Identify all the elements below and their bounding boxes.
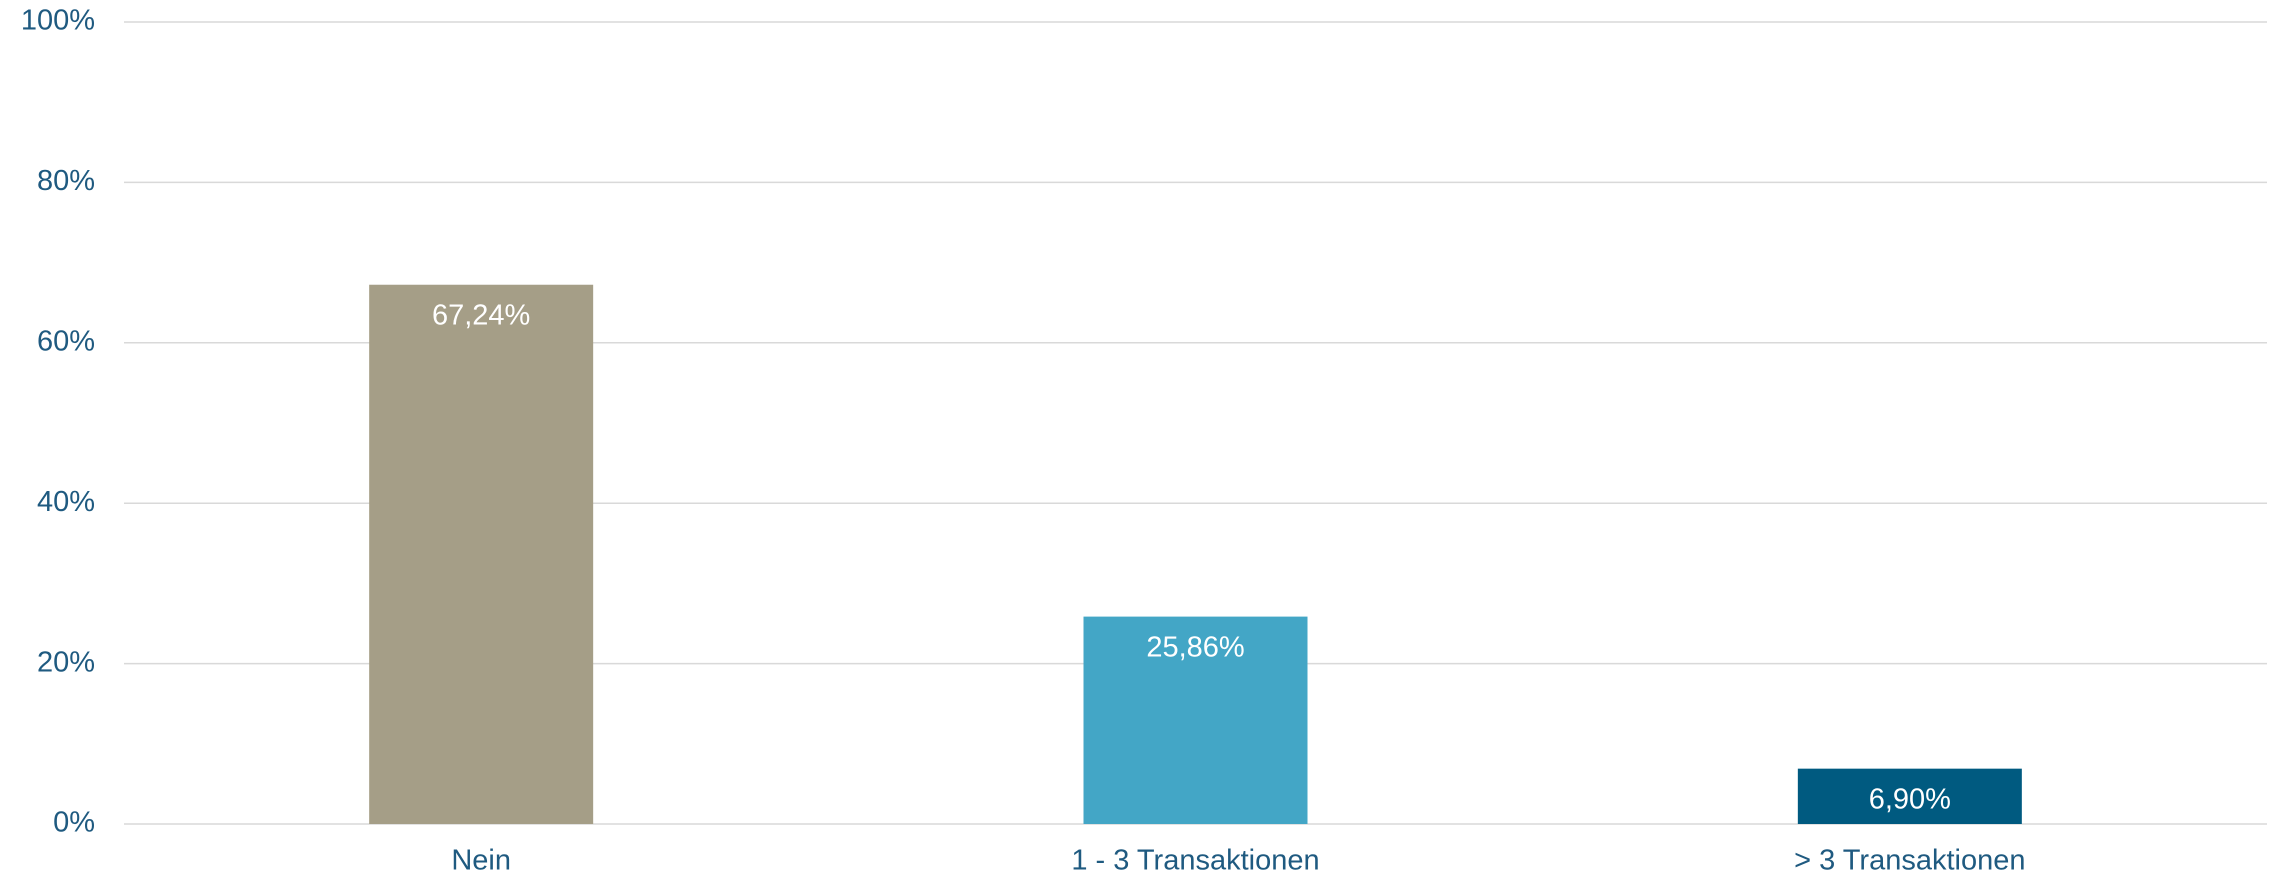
y-tick-label: 60%: [37, 325, 95, 357]
y-tick-label: 20%: [37, 646, 95, 678]
y-tick-label: 0%: [53, 807, 95, 839]
y-tick-label: 40%: [37, 486, 95, 518]
x-tick-label: > 3 Transaktionen: [1794, 845, 2025, 877]
value-label: 67,24%: [432, 299, 530, 331]
y-tick-label: 80%: [37, 165, 95, 197]
bar: [369, 284, 594, 824]
x-tick-label: Nein: [451, 845, 511, 877]
bar: [1797, 768, 2022, 824]
value-label: 25,86%: [1146, 631, 1244, 663]
value-label: 6,90%: [1869, 783, 1951, 815]
x-tick-label: 1 - 3 Transaktionen: [1071, 845, 1319, 877]
y-tick-label: 100%: [21, 5, 95, 37]
bar: [1083, 616, 1308, 824]
